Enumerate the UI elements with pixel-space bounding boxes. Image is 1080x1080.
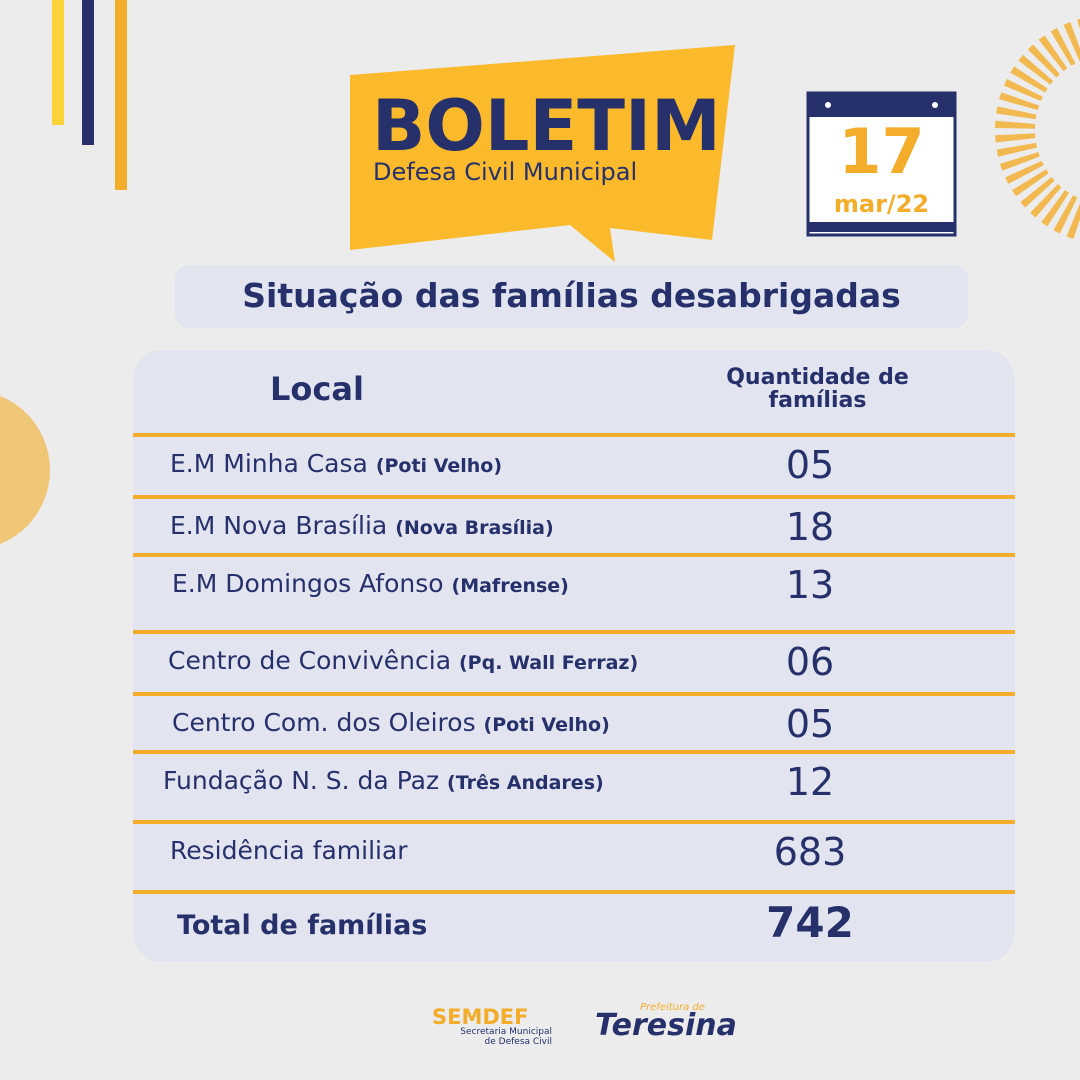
quantity: 13 xyxy=(785,563,835,607)
location: E.M Nova Brasília (Nova Brasília) xyxy=(170,511,554,540)
row-divider xyxy=(133,553,1015,557)
location-name: E.M Domingos Afonso xyxy=(172,569,444,598)
location: E.M Minha Casa (Poti Velho) xyxy=(170,449,502,478)
city: Teresina xyxy=(595,1008,737,1043)
neighborhood: (Três Andares) xyxy=(447,772,604,794)
location-name: Centro Com. dos Oleiros xyxy=(172,708,476,737)
city-prefix: Prefeitura de xyxy=(640,1002,705,1013)
quantity: 18 xyxy=(785,505,835,549)
day: 17 xyxy=(838,115,925,188)
column-header: Local xyxy=(270,370,364,408)
subtitle: Defesa Civil Municipal xyxy=(373,158,638,186)
neighborhood: (Pq. Wall Ferraz) xyxy=(458,652,639,674)
row-divider xyxy=(133,750,1015,754)
neighborhood: (Poti Velho) xyxy=(375,455,503,477)
quantity: 05 xyxy=(785,702,835,746)
column-header: Quantidade de famílias xyxy=(726,365,909,413)
location: Centro Com. dos Oleiros (Poti Velho) xyxy=(172,708,610,737)
title: BOLETIM xyxy=(372,85,721,167)
location-name: Residência familiar xyxy=(170,836,408,865)
row-divider xyxy=(133,692,1015,696)
heading: Situação das famílias desabrigadas xyxy=(242,276,901,315)
month-year: mar/22 xyxy=(833,190,930,218)
location-name: E.M Minha Casa xyxy=(170,449,368,478)
quantity: 683 xyxy=(773,830,847,874)
quantity: 12 xyxy=(785,760,835,804)
location-name: E.M Nova Brasília xyxy=(170,511,388,540)
neighborhood: (Nova Brasília) xyxy=(395,517,554,539)
location: Residência familiar xyxy=(170,836,408,865)
org-logo: SEMDEF xyxy=(432,1005,529,1029)
row-divider xyxy=(133,495,1015,499)
location-name: Fundação N. S. da Paz xyxy=(163,766,440,795)
org-full: Secretaria Municipal de Defesa Civil xyxy=(460,1027,552,1047)
neighborhood: (Mafrense) xyxy=(451,575,569,597)
total-value: 742 xyxy=(766,898,854,947)
location: E.M Domingos Afonso (Mafrense) xyxy=(172,569,569,598)
total-label: Total de famílias xyxy=(177,910,428,941)
quantity: 05 xyxy=(785,443,835,487)
location-name: Centro de Convivência xyxy=(168,646,452,675)
row-divider xyxy=(133,630,1015,634)
location: Fundação N. S. da Paz (Três Andares) xyxy=(163,766,604,795)
neighborhood: (Poti Velho) xyxy=(483,714,610,736)
row-divider xyxy=(133,890,1015,894)
row-divider xyxy=(133,820,1015,824)
row-divider xyxy=(133,433,1015,437)
quantity: 06 xyxy=(785,640,835,684)
location: Centro de Convivência (Pq. Wall Ferraz) xyxy=(168,646,638,675)
